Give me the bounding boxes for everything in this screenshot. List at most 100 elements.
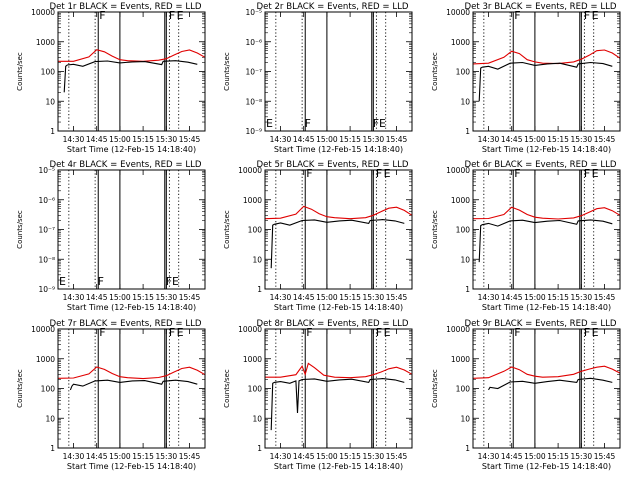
panel-5: Det 5r BLACK = Events, RED = LLD Counts/s… [223,160,413,312]
plot-frame [472,11,621,132]
x-tick-label: 14:30 [270,452,292,461]
marker-label: F [166,275,172,288]
x-tick-label: 14:45 [293,293,315,302]
marker-label: F [514,9,520,22]
marker-label: F [305,117,311,130]
y-axis-label: Counts/sec [223,52,231,91]
marker-label: E [177,9,184,22]
events-series-line [478,61,613,102]
x-tick-label: 15:45 [386,293,408,302]
x-axis-label: Start Time (12-Feb-15 14:18:40) [67,303,196,312]
x-axis-label: Start Time (12-Feb-15 14:18:40) [482,303,611,312]
x-tick-label: 15:30 [571,135,593,144]
lld-series-line [472,365,621,379]
x-tick-label: 15:15 [339,293,361,302]
events-series-line [270,378,405,431]
y-tick-label: 10 [252,414,262,423]
x-tick-label: 15:45 [179,452,201,461]
x-tick-label: 15:00 [316,452,338,461]
x-tick-label: 15:45 [179,135,201,144]
panel-1: Det 1r BLACK = Events, RED = LLD Counts/s… [16,2,206,154]
x-tick-label: 15:45 [179,293,201,302]
y-tick-label: 1 [465,444,470,453]
x-tick-label: 15:15 [547,452,569,461]
y-tick-label: 10000 [446,8,470,17]
x-tick-label: 15:30 [156,135,178,144]
panel-title: Det 6r BLACK = Events, RED = LLD [464,160,616,170]
marker-label: E [379,117,386,130]
y-tick-label: 10⁻⁵ [245,8,262,17]
panel-6: Det 6r BLACK = Events, RED = LLD Counts/s… [431,160,621,312]
x-tick-label: 15:30 [156,293,178,302]
y-tick-label: 10⁻⁷ [38,226,55,235]
x-axis-label: Start Time (12-Feb-15 14:18:40) [274,303,403,312]
x-tick-label: 15:00 [316,135,338,144]
y-tick-label: 1000 [451,355,470,364]
x-tick-label: 14:30 [478,135,500,144]
panel-title: Det 2r BLACK = Events, RED = LLD [256,2,408,12]
y-tick-label: 100 [41,68,56,77]
plot-frame [264,328,413,449]
y-axis-label: Counts/sec [16,210,24,249]
x-tick-label: 15:45 [594,293,616,302]
plot-frame [57,169,206,290]
x-tick-label: 15:15 [132,293,154,302]
y-tick-label: 1000 [36,38,55,47]
plot-frame [57,11,206,132]
y-tick-label: 1 [465,285,470,294]
x-tick-label: 14:30 [63,452,85,461]
x-tick-label: 15:30 [363,293,385,302]
y-tick-label: 100 [41,385,56,394]
y-tick-label: 10⁻⁶ [245,38,262,47]
y-axis-label: Counts/sec [223,210,231,249]
marker-label: F [373,117,379,130]
y-tick-label: 100 [456,226,471,235]
y-tick-label: 10⁻⁸ [245,97,262,106]
y-tick-label: 10 [460,255,470,264]
marker-label: E [59,275,66,288]
panel-title: Det 4r BLACK = Events, RED = LLD [49,160,201,170]
x-tick-label: 14:30 [63,135,85,144]
x-tick-label: 15:15 [132,452,154,461]
y-tick-label: 1000 [451,196,470,205]
x-axis-label: Start Time (12-Feb-15 14:18:40) [67,145,196,154]
y-tick-label: 1 [465,127,470,136]
marker-label: F [584,9,590,22]
events-series-line [63,60,198,93]
x-tick-label: 15:00 [524,135,546,144]
y-tick-label: 10⁻⁵ [38,166,55,175]
panel-title: Det 7r BLACK = Events, RED = LLD [49,319,201,329]
x-tick-label: 15:00 [316,293,338,302]
x-tick-label: 14:45 [501,452,523,461]
x-tick-label: 14:45 [293,452,315,461]
x-tick-label: 15:30 [156,452,178,461]
panel-2: Det 2r BLACK = Events, RED = LLD Counts/s… [223,2,413,154]
plot-frame [264,169,413,290]
marker-label: F [306,167,312,180]
y-tick-label: 10000 [31,325,55,334]
y-tick-label: 10 [460,414,470,423]
lld-series-line [57,366,206,380]
x-tick-label: 15:45 [386,452,408,461]
y-axis-label: Counts/sec [431,210,439,249]
plot-frame [264,11,413,132]
y-tick-label: 10000 [238,325,262,334]
y-tick-label: 10 [252,255,262,264]
y-tick-label: 1000 [451,38,470,47]
y-tick-label: 1 [257,285,262,294]
y-tick-label: 10 [45,97,55,106]
y-axis-label: Counts/sec [431,369,439,408]
y-axis-label: Counts/sec [431,52,439,91]
marker-label: F [98,275,104,288]
marker-label: F [99,9,105,22]
x-tick-label: 15:00 [524,293,546,302]
events-series-line [69,379,198,391]
y-tick-label: 10 [460,97,470,106]
x-tick-label: 15:15 [547,293,569,302]
marker-label: F [584,167,590,180]
plot-frame [472,169,621,290]
x-axis-label: Start Time (12-Feb-15 14:18:40) [274,145,403,154]
y-tick-label: 100 [456,68,471,77]
y-tick-label: 10⁻⁹ [245,127,262,136]
panel-3: Det 3r BLACK = Events, RED = LLD Counts/s… [431,2,621,154]
